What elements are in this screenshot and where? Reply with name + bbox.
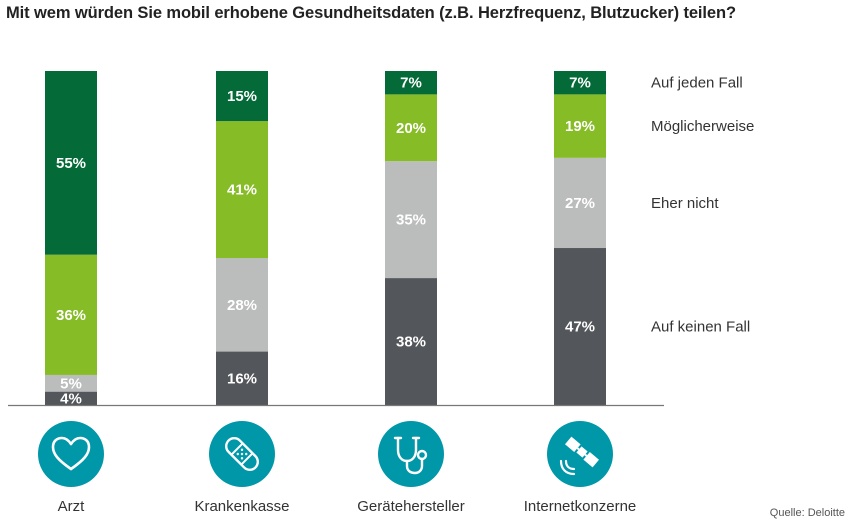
bar-segment-geratehersteller-eher-nicht — [385, 161, 437, 279]
legend-label-auf-keinen-fall: Auf keinen Fall — [651, 319, 750, 336]
bar-segment-krankenkasse-moglicherweise — [216, 121, 268, 259]
bar-segment-krankenkasse-eher-nicht — [216, 258, 268, 352]
bar-segment-internetkonzerne-auf-keinen-fall — [554, 248, 606, 405]
data-label-internetkonzerne-eher-nicht: 27% — [565, 195, 595, 212]
bar-segment-arzt-moglicherweise — [45, 254, 97, 375]
bar-segment-geratehersteller-moglicherweise — [385, 94, 437, 162]
data-label-arzt-moglicherweise: 36% — [56, 307, 86, 324]
category-label-internetkonzerne: Internetkonzerne — [523, 498, 637, 515]
legend-label-auf-jeden-fall: Auf jeden Fall — [651, 75, 743, 92]
data-label-krankenkasse-eher-nicht: 28% — [227, 297, 257, 314]
bar-segment-internetkonzerne-moglicherweise — [554, 94, 606, 158]
data-label-internetkonzerne-auf-keinen-fall: 47% — [565, 319, 595, 336]
legend-label-moglicherweise: Möglicherweise — [651, 118, 754, 135]
category-label-geraetehersteller: Gerätehersteller — [357, 498, 465, 515]
bar-segment-krankenkasse-auf-keinen-fall — [216, 351, 268, 405]
legend-label-eher-nicht: Eher nicht — [651, 195, 719, 212]
data-label-internetkonzerne-moglicherweise: 19% — [565, 118, 595, 135]
bar-segment-arzt-auf-jeden-fall — [45, 71, 97, 255]
data-label-geratehersteller-auf-jeden-fall: 7% — [400, 75, 422, 92]
bar-segment-internetkonzerne-eher-nicht — [554, 157, 606, 249]
data-label-krankenkasse-auf-keinen-fall: 16% — [227, 370, 257, 387]
data-label-geratehersteller-eher-nicht: 35% — [396, 212, 426, 229]
bar-segment-arzt-auf-keinen-fall — [45, 391, 97, 405]
data-label-geratehersteller-auf-keinen-fall: 38% — [396, 334, 426, 351]
data-label-arzt-auf-keinen-fall: 4% — [60, 390, 82, 407]
bar-segment-geratehersteller-auf-jeden-fall — [385, 71, 437, 95]
data-label-krankenkasse-auf-jeden-fall: 15% — [227, 88, 257, 105]
data-label-geratehersteller-moglicherweise: 20% — [396, 120, 426, 137]
stethoscope-icon — [378, 421, 444, 487]
chart-title: Mit wem würden Sie mobil erhobene Gesund… — [6, 4, 736, 22]
bandage-icon — [209, 421, 275, 487]
data-label-krankenkasse-moglicherweise: 41% — [227, 182, 257, 199]
bar-segment-arzt-eher-nicht — [45, 374, 97, 392]
category-label-krankenkasse: Krankenkasse — [194, 498, 290, 515]
data-label-internetkonzerne-auf-jeden-fall: 7% — [569, 75, 591, 92]
bar-segment-internetkonzerne-auf-jeden-fall — [554, 71, 606, 95]
bar-segment-krankenkasse-auf-jeden-fall — [216, 71, 268, 122]
heart-icon — [38, 421, 104, 487]
satellite-icon — [547, 421, 613, 487]
bar-segment-geratehersteller-auf-keinen-fall — [385, 278, 437, 405]
source-note: Quelle: Deloitte — [769, 507, 845, 519]
data-label-arzt-eher-nicht: 5% — [60, 375, 82, 392]
data-label-arzt-auf-jeden-fall: 55% — [56, 155, 86, 172]
category-label-arzt: Arzt — [57, 498, 85, 515]
